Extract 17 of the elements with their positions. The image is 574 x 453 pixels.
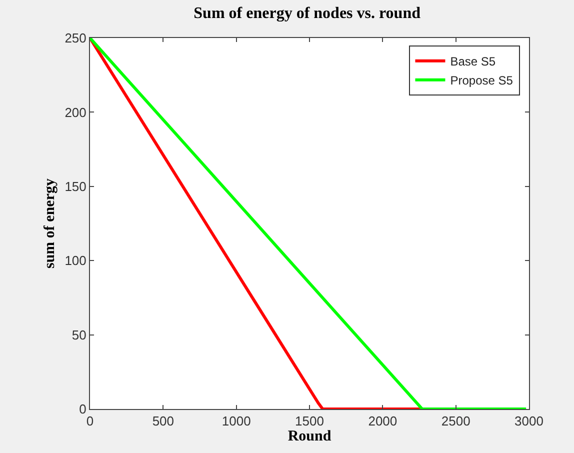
legend-label: Base S5 — [450, 54, 496, 69]
y-tick-label: 200 — [64, 104, 86, 120]
chart-title: Sum of energy of nodes vs. round — [194, 4, 421, 22]
x-tick-label: 1000 — [222, 414, 251, 429]
y-axis-title: sum of energy — [42, 178, 58, 268]
y-tick-label: 0 — [79, 402, 86, 417]
x-tick-label: 2000 — [368, 414, 398, 429]
legend-label: Propose S5 — [450, 74, 514, 88]
x-tick-label: 500 — [152, 414, 174, 429]
y-tick-label: 150 — [64, 178, 86, 194]
x-tick-label: 1500 — [295, 414, 324, 429]
y-tick-label: 50 — [72, 327, 86, 342]
y-tick-label: 100 — [64, 253, 86, 268]
x-tick-label: 3000 — [514, 414, 544, 429]
x-tick-label: 2500 — [441, 414, 470, 429]
y-tick-label: 250 — [64, 30, 86, 46]
x-axis-title: Round — [288, 428, 332, 445]
